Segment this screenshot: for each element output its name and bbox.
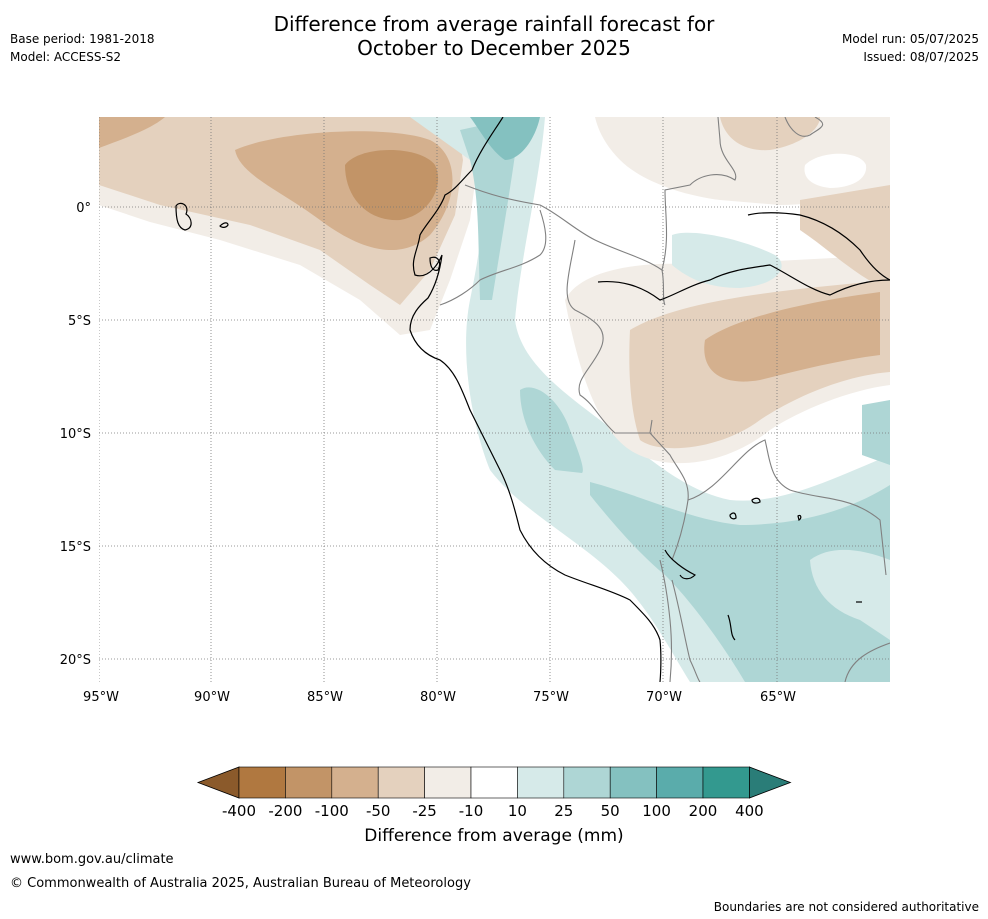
- lon-label: 95°W: [83, 690, 119, 705]
- dry-region-north-medium: [720, 117, 820, 151]
- meta-right: Model run: 05/07/2025 Issued: 08/07/2025: [842, 32, 979, 68]
- colorbar-swatch: [702, 766, 750, 799]
- colorbar-swatch: [238, 766, 286, 799]
- wet-patch-east: [862, 400, 890, 465]
- lon-label: 85°W: [307, 690, 343, 705]
- lat-label: 0°: [76, 201, 91, 216]
- colorbar-arrow-high: [749, 766, 792, 799]
- colorbar-tick-label: -100: [315, 802, 349, 820]
- lon-label: 75°W: [533, 690, 569, 705]
- forecast-map: 0° 5°S 10°S 15°S 20°S 95°W 90°W 85°W 80°…: [60, 117, 890, 705]
- colorbar-swatch: [424, 766, 472, 799]
- colorbar-swatch: [656, 766, 704, 799]
- lat-label: 15°S: [60, 540, 91, 555]
- title-line-1: Difference from average rainfall forecas…: [273, 12, 715, 36]
- colorbar-tick-label: -25: [412, 802, 437, 820]
- footer-url: www.bom.gov.au/climate: [10, 852, 174, 867]
- gridlines: [99, 117, 890, 682]
- footer-note: Boundaries are not considered authoritat…: [713, 900, 979, 914]
- lon-label: 65°W: [760, 690, 796, 705]
- colorbar-swatch: [517, 766, 565, 799]
- colorbar-swatch: [563, 766, 611, 799]
- page-title: Difference from average rainfall forecas…: [0, 12, 988, 60]
- colorbar-swatch: [331, 766, 379, 799]
- wet-region-bolivia: [590, 482, 890, 682]
- wet-patch-south-east: [810, 549, 890, 640]
- colorbar-swatch: [470, 766, 518, 799]
- colorbar-swatch: [285, 766, 333, 799]
- wet-core-north: [470, 117, 540, 160]
- colorbar-tick-label: -10: [459, 802, 484, 820]
- longitude-labels: 95°W 90°W 85°W 80°W 75°W 70°W 65°W: [83, 690, 796, 705]
- map-field: [99, 117, 890, 682]
- meta-left: Base period: 1981-2018 Model: ACCESS-S2: [10, 32, 155, 68]
- dry-region-amazon-strong: [704, 292, 880, 382]
- country-boundaries: [439, 117, 890, 682]
- colorbar-tick-label: 100: [642, 802, 671, 820]
- colorbar-tick-label: -400: [222, 802, 256, 820]
- dry-region-pacific-west: [99, 117, 165, 148]
- issued-text: Issued: 08/07/2025: [863, 50, 979, 64]
- colorbar-tick-label: -50: [366, 802, 391, 820]
- title-line-2: October to December 2025: [357, 36, 631, 60]
- colorbar-swatch: [609, 766, 657, 799]
- coastline: [175, 117, 890, 682]
- dry-region-pacific-core: [345, 150, 439, 221]
- colorbar: -400 -200 -100 -50 -25 -10 10 25 50 100 200 400: [196, 766, 792, 820]
- model-run-text: Model run: 05/07/2025: [841, 32, 979, 46]
- base-period-text: Base period: 1981-2018: [10, 32, 155, 46]
- colorbar-tick-label: 10: [508, 802, 527, 820]
- wet-patch-amazon-north: [672, 232, 782, 288]
- colorbar-tick-label: 50: [601, 802, 620, 820]
- colorbar-swatch: [377, 766, 425, 799]
- colorbar-label: Difference from average (mm): [364, 826, 624, 846]
- lon-label: 80°W: [420, 690, 456, 705]
- footer-copyright: © Commonwealth of Australia 2025, Austra…: [10, 876, 471, 891]
- colorbar-tick-label: 200: [689, 802, 718, 820]
- lat-label: 5°S: [68, 314, 91, 329]
- colorbar-arrow-low: [196, 766, 240, 799]
- white-blob: [804, 153, 867, 188]
- colorbar-tick-label: 25: [554, 802, 573, 820]
- lat-label: 20°S: [60, 653, 91, 668]
- latitude-labels: 0° 5°S 10°S 15°S 20°S: [60, 201, 91, 668]
- lon-label: 90°W: [194, 690, 230, 705]
- wet-patch-peru: [520, 387, 583, 473]
- colorbar-tick-label: 400: [735, 802, 764, 820]
- lon-label: 70°W: [646, 690, 682, 705]
- model-text: Model: ACCESS-S2: [10, 50, 122, 64]
- lat-label: 10°S: [60, 427, 91, 442]
- colorbar-tick-label: -200: [268, 802, 302, 820]
